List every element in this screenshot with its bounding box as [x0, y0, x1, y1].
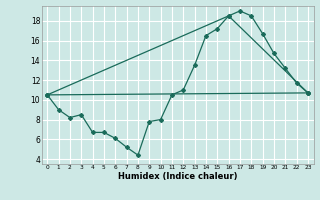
X-axis label: Humidex (Indice chaleur): Humidex (Indice chaleur): [118, 172, 237, 181]
